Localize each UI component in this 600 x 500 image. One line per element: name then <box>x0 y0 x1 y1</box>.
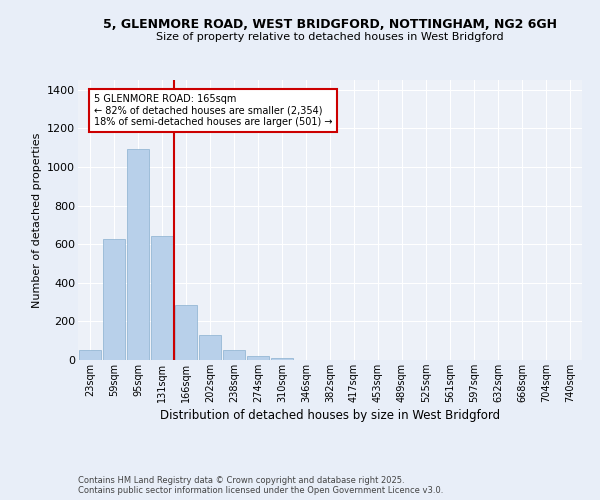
Text: Size of property relative to detached houses in West Bridgford: Size of property relative to detached ho… <box>156 32 504 42</box>
Text: Contains HM Land Registry data © Crown copyright and database right 2025.: Contains HM Land Registry data © Crown c… <box>78 476 404 485</box>
Y-axis label: Number of detached properties: Number of detached properties <box>32 132 41 308</box>
Bar <box>127 148 149 360</box>
Bar <box>103 240 125 360</box>
Text: Contains public sector information licensed under the Open Government Licence v3: Contains public sector information licen… <box>78 486 443 495</box>
Bar <box>199 335 221 360</box>
Bar <box>79 350 101 360</box>
Bar <box>151 236 173 360</box>
Text: 5, GLENMORE ROAD, WEST BRIDGFORD, NOTTINGHAM, NG2 6GH: 5, GLENMORE ROAD, WEST BRIDGFORD, NOTTIN… <box>103 18 557 30</box>
Bar <box>271 358 293 360</box>
X-axis label: Distribution of detached houses by size in West Bridgford: Distribution of detached houses by size … <box>160 409 500 422</box>
Bar <box>223 350 245 360</box>
Bar <box>175 305 197 360</box>
Text: 5 GLENMORE ROAD: 165sqm
← 82% of detached houses are smaller (2,354)
18% of semi: 5 GLENMORE ROAD: 165sqm ← 82% of detache… <box>94 94 332 126</box>
Bar <box>247 356 269 360</box>
